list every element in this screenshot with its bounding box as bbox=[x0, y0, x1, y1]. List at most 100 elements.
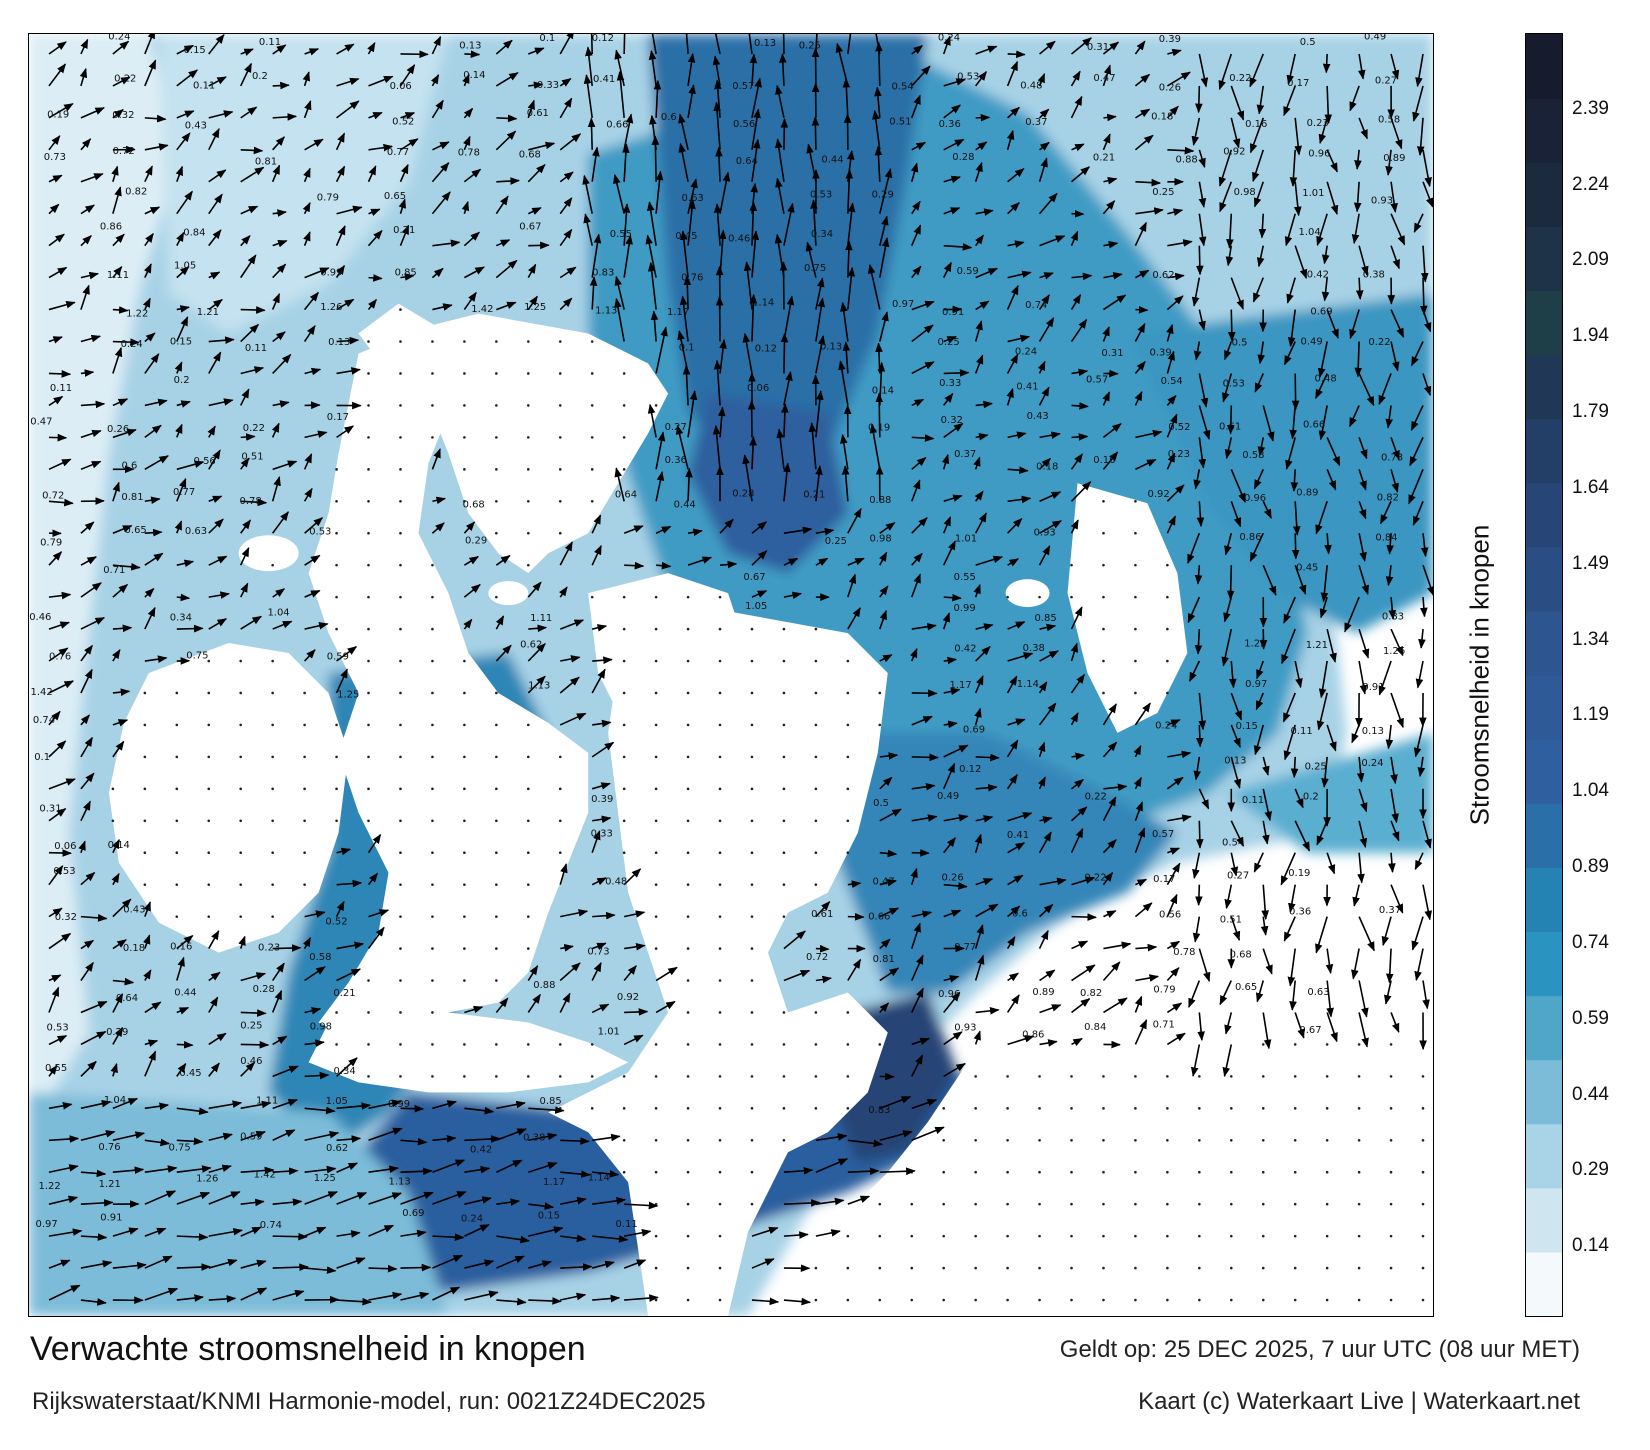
current-arrow bbox=[208, 1100, 243, 1110]
colorbar-tick-label: 0.89 bbox=[1572, 856, 1609, 878]
current-arrow bbox=[559, 297, 573, 311]
speed-value-label: 0.34 bbox=[170, 612, 192, 623]
current-arrow bbox=[1039, 816, 1053, 824]
current-arrow bbox=[1071, 272, 1093, 281]
current-arrow bbox=[1038, 386, 1050, 406]
current-arrow bbox=[496, 1198, 521, 1206]
grid-dot bbox=[750, 883, 754, 886]
grid-dot bbox=[1421, 1202, 1425, 1206]
grid-dot bbox=[399, 787, 402, 791]
speed-value-label: 0.18 bbox=[123, 943, 145, 954]
colorbar-tick-label: 1.94 bbox=[1572, 325, 1609, 347]
current-arrow bbox=[368, 909, 390, 918]
grid-dot bbox=[1389, 1107, 1393, 1110]
current-arrow bbox=[208, 555, 228, 566]
grid-dot bbox=[399, 340, 402, 343]
speed-value-label: 0.67 bbox=[519, 222, 541, 233]
current-arrow bbox=[1322, 53, 1331, 74]
grid-dot bbox=[1070, 563, 1073, 567]
current-speed-map[interactable]: 0.240.150.11 0.130.1 0.12 0.13 0.250.240.310… bbox=[29, 34, 1433, 1316]
grid-dot bbox=[526, 1043, 530, 1046]
grid-dot bbox=[1038, 1266, 1041, 1270]
current-arrow bbox=[112, 1261, 147, 1270]
speed-value-label: 0.63 bbox=[682, 193, 704, 204]
current-arrow bbox=[1422, 309, 1432, 333]
current-arrow bbox=[80, 107, 105, 119]
current-arrow bbox=[910, 479, 921, 502]
current-arrow bbox=[1039, 491, 1062, 503]
current-arrow bbox=[1390, 245, 1400, 270]
speed-value-label: 0.28 bbox=[253, 984, 275, 995]
grid-dot bbox=[846, 1107, 850, 1110]
current-arrow bbox=[942, 35, 951, 55]
current-arrow bbox=[527, 993, 541, 1013]
current-arrow bbox=[80, 271, 99, 280]
current-arrow bbox=[1422, 820, 1432, 849]
current-arrow bbox=[1071, 37, 1092, 55]
current-arrow bbox=[527, 263, 537, 279]
current-arrow bbox=[80, 961, 94, 981]
grid-dot bbox=[686, 1234, 690, 1238]
current-arrow bbox=[1134, 902, 1153, 918]
current-arrow bbox=[712, 424, 721, 470]
current-arrow bbox=[48, 865, 64, 886]
grid-dot bbox=[654, 723, 658, 727]
speed-value-label: 1.22 bbox=[38, 1181, 60, 1192]
speed-value-label: 1.13 bbox=[528, 681, 550, 692]
grid-dot bbox=[558, 340, 562, 343]
speed-value-label: 0.11 bbox=[615, 1219, 637, 1230]
speed-value-label: 0.13 bbox=[328, 337, 350, 348]
grid-dot bbox=[431, 819, 434, 823]
current-arrow bbox=[431, 35, 442, 55]
grid-dot bbox=[463, 372, 466, 375]
speed-value-label: 0.75 bbox=[804, 263, 826, 274]
current-arrow bbox=[583, 74, 593, 118]
grid-dot bbox=[1038, 1107, 1041, 1110]
speed-value-label: 0.62 bbox=[326, 1143, 348, 1154]
grid-dot bbox=[1006, 1266, 1009, 1270]
current-arrow bbox=[715, 146, 723, 182]
current-arrow bbox=[1422, 980, 1430, 1010]
current-arrow bbox=[304, 1007, 322, 1015]
grid-dot bbox=[335, 499, 338, 503]
current-arrow bbox=[48, 395, 64, 407]
grid-dot bbox=[686, 1202, 690, 1206]
current-arrow bbox=[974, 161, 983, 183]
current-arrow bbox=[336, 1257, 366, 1269]
colorbar-tick-label: 1.79 bbox=[1572, 401, 1609, 423]
current-arrow bbox=[496, 1255, 525, 1269]
grid-dot bbox=[558, 851, 562, 855]
current-arrow bbox=[847, 557, 865, 566]
current-arrow bbox=[304, 1106, 336, 1115]
current-arrow bbox=[368, 1165, 400, 1174]
grid-dot bbox=[463, 819, 466, 823]
grid-dot bbox=[239, 819, 242, 823]
current-arrow bbox=[463, 107, 474, 119]
current-arrow bbox=[559, 77, 572, 87]
current-arrow bbox=[1344, 596, 1360, 633]
current-arrow bbox=[714, 34, 721, 55]
current-arrow bbox=[869, 423, 881, 470]
speed-value-label: 0.57 bbox=[1152, 829, 1174, 840]
current-arrow bbox=[48, 233, 65, 247]
grid-dot bbox=[526, 340, 530, 343]
current-arrow bbox=[911, 224, 922, 246]
current-arrow bbox=[975, 903, 999, 918]
grid-dot bbox=[335, 787, 338, 791]
current-arrow bbox=[144, 455, 169, 471]
current-arrow bbox=[112, 719, 129, 727]
current-arrow bbox=[559, 676, 580, 694]
current-arrow bbox=[1283, 916, 1296, 942]
grid-dot bbox=[495, 883, 498, 886]
current-arrow bbox=[783, 591, 803, 600]
grid-dot bbox=[654, 1234, 658, 1238]
current-arrow bbox=[176, 44, 195, 55]
current-arrow bbox=[1071, 368, 1089, 377]
current-arrow bbox=[651, 135, 660, 182]
speed-value-label: 0.59 bbox=[240, 1131, 262, 1142]
current-arrow bbox=[144, 143, 169, 151]
current-arrow bbox=[208, 76, 227, 87]
speed-value-label: 0.44 bbox=[674, 500, 696, 511]
speed-value-label: 0.25 bbox=[938, 337, 960, 348]
grid-dot bbox=[399, 563, 402, 567]
